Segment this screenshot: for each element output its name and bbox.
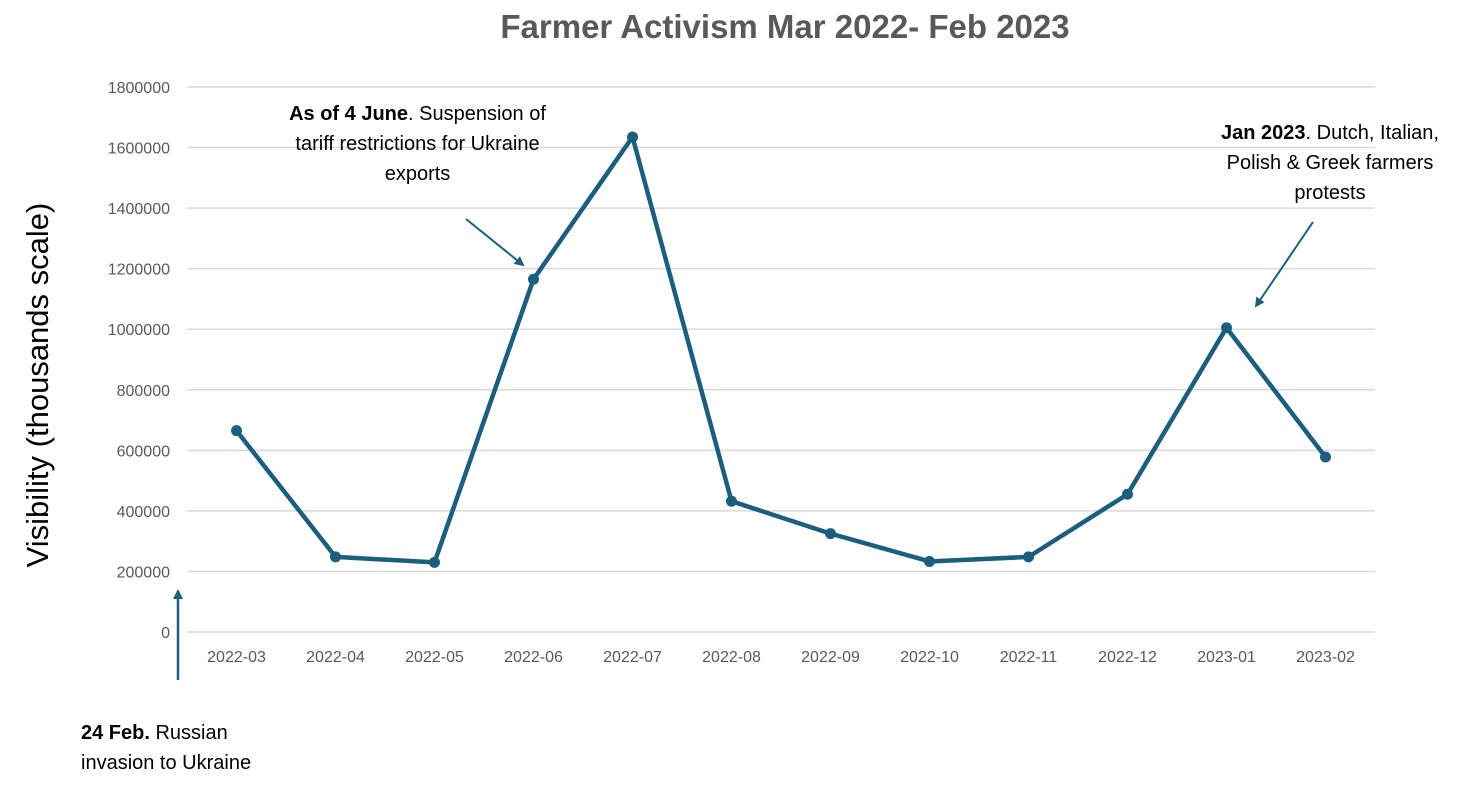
data-point xyxy=(1023,551,1034,563)
y-tick-label: 1200000 xyxy=(108,262,170,279)
annotation-june: As of 4 June. Suspension of tariff restr… xyxy=(285,99,550,189)
x-tick-label: 2022-07 xyxy=(603,649,662,666)
data-point xyxy=(726,495,737,507)
x-tick-label: 2022-12 xyxy=(1098,649,1157,666)
annotation-arrow-jan xyxy=(1254,221,1314,308)
y-tick-label: 400000 xyxy=(117,504,170,521)
annotation-feb-bold: 24 Feb. xyxy=(81,722,150,744)
data-point xyxy=(231,425,242,437)
chart-title: Farmer Activism Mar 2022- Feb 2023 xyxy=(500,8,1069,45)
y-tick-label: 200000 xyxy=(117,564,170,581)
series-line xyxy=(234,134,1328,565)
x-tick-label: 2023-02 xyxy=(1296,649,1355,666)
y-tick-label: 1000000 xyxy=(108,322,170,339)
annotation-june-text: . Suspension of tariff restrictions for … xyxy=(295,103,546,185)
y-axis-ticks: 0 200000 400000 600000 800000 1000000 1200000 1… xyxy=(108,80,170,642)
y-tick-label: 1800000 xyxy=(108,80,170,97)
x-tick-label: 2022-05 xyxy=(405,649,464,666)
x-axis-ticks: 2022-03 2022-04 2022-05 2022-06 2022-07 2022-… xyxy=(207,649,1355,666)
gridlines xyxy=(187,86,1375,633)
y-tick-label: 0 xyxy=(161,625,170,642)
data-point xyxy=(1320,451,1331,463)
annotation-jan-text: . Dutch, Italian, Polish & Greek farmers… xyxy=(1226,122,1439,204)
annotation-arrow-june xyxy=(465,218,525,267)
annotation-jan-bold: Jan 2023 xyxy=(1221,122,1306,144)
annotation-feb-text: Russian invasion to Ukraine xyxy=(81,722,252,774)
y-axis-label: Visibility (thousands scale) xyxy=(20,203,55,568)
data-point xyxy=(1122,488,1133,500)
y-tick-label: 1600000 xyxy=(108,141,170,158)
x-tick-label: 2022-10 xyxy=(900,649,959,666)
series-layer xyxy=(231,131,1331,568)
x-tick-label: 2022-08 xyxy=(702,649,761,666)
annotation-jan: Jan 2023. Dutch, Italian, Polish & Greek… xyxy=(1200,118,1460,208)
annotation-june-bold: As of 4 June xyxy=(289,103,409,125)
data-point xyxy=(1221,322,1232,334)
y-tick-label: 800000 xyxy=(117,383,170,400)
x-tick-label: 2022-04 xyxy=(306,649,365,666)
data-point xyxy=(528,273,539,285)
x-tick-label: 2022-03 xyxy=(207,649,266,666)
data-point xyxy=(429,556,440,568)
x-tick-label: 2022-09 xyxy=(801,649,860,666)
data-point xyxy=(924,555,935,567)
x-tick-label: 2023-01 xyxy=(1197,649,1256,666)
data-point xyxy=(330,551,341,563)
x-tick-label: 2022-11 xyxy=(1000,649,1058,666)
y-tick-label: 1400000 xyxy=(108,201,170,218)
data-point xyxy=(627,131,638,143)
data-point xyxy=(825,528,836,540)
annotation-feb: 24 Feb. Russian invasion to Ukraine xyxy=(81,718,296,778)
y-tick-label: 600000 xyxy=(117,443,170,460)
x-tick-label: 2022-06 xyxy=(504,649,563,666)
